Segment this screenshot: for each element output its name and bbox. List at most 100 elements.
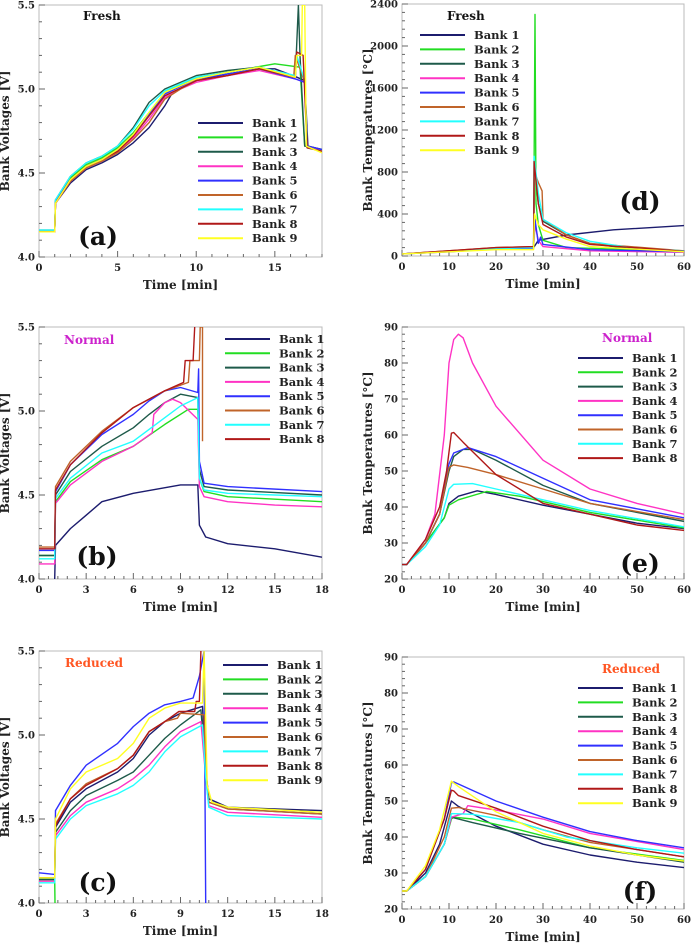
legend-label: Bank 6 bbox=[277, 730, 323, 744]
legend-label: Bank 6 bbox=[252, 188, 298, 202]
series-line-bank-1 bbox=[402, 800, 684, 892]
legend-label: Bank 1 bbox=[632, 351, 678, 365]
x-tick-label: 40 bbox=[583, 585, 597, 596]
panel-label: (e) bbox=[620, 549, 660, 578]
series-line-bank-7 bbox=[402, 155, 684, 255]
x-tick-label: 0 bbox=[399, 262, 406, 273]
condition-label: Fresh bbox=[447, 9, 485, 23]
x-tick-label: 20 bbox=[489, 915, 503, 926]
series-line-bank-1 bbox=[39, 68, 322, 233]
y-tick-label: 80 bbox=[384, 359, 398, 370]
legend-label: Bank 5 bbox=[252, 174, 298, 188]
y-tick-label: 5.0 bbox=[18, 407, 35, 418]
legend-label: Bank 8 bbox=[632, 782, 678, 796]
legend-label: Bank 2 bbox=[632, 695, 678, 709]
x-tick-label: 60 bbox=[677, 915, 691, 926]
series-line-bank-6 bbox=[402, 464, 684, 566]
condition-label: Normal bbox=[602, 331, 653, 345]
y-axis-label: Bank Voltages [V] bbox=[0, 717, 12, 838]
x-axis-label: Time [min] bbox=[143, 600, 218, 614]
legend-label: Bank 6 bbox=[632, 423, 678, 437]
legend-label: Bank 4 bbox=[632, 394, 678, 408]
x-tick-label: 30 bbox=[536, 262, 550, 273]
panel-label: (f) bbox=[623, 877, 657, 906]
x-axis-label: Time [min] bbox=[143, 278, 218, 292]
y-tick-label: 90 bbox=[384, 323, 398, 334]
series-group bbox=[39, 327, 322, 579]
legend-label: Bank 5 bbox=[632, 739, 678, 753]
x-tick-label: 12 bbox=[221, 909, 235, 920]
y-tick-label: 2400 bbox=[370, 0, 398, 11]
series-group bbox=[402, 333, 684, 566]
y-tick-label: 5.5 bbox=[18, 1, 35, 12]
chart-panel-d: 0 10 20 30 40 50 60 0 400 800 1200 1600 2000 2400 Time… bbox=[361, 0, 691, 291]
y-tick-label: 60 bbox=[384, 761, 398, 772]
legend-label: Bank 1 bbox=[277, 658, 323, 672]
x-axis-label: Time [min] bbox=[505, 930, 580, 944]
legend-label: Bank 3 bbox=[632, 380, 678, 394]
legend-label: Bank 9 bbox=[474, 143, 520, 157]
series-line-bank-6 bbox=[39, 327, 204, 548]
condition-label: Reduced bbox=[65, 656, 124, 670]
x-tick-label: 9 bbox=[177, 909, 184, 920]
x-tick-label: 10 bbox=[442, 585, 456, 596]
x-tick-label: 10 bbox=[189, 263, 203, 274]
y-tick-label: 30 bbox=[384, 869, 398, 880]
legend-label: Bank 4 bbox=[252, 159, 298, 173]
y-tick-label: 5.5 bbox=[18, 323, 35, 334]
panel-label: (b) bbox=[76, 542, 117, 571]
y-tick-label: 4.0 bbox=[18, 575, 35, 586]
x-tick-label: 15 bbox=[268, 263, 282, 274]
series-group bbox=[402, 780, 684, 892]
legend-label: Bank 1 bbox=[632, 681, 678, 695]
legend-label: Bank 1 bbox=[279, 332, 325, 346]
y-tick-label: 0 bbox=[391, 252, 398, 263]
x-tick-label: 60 bbox=[677, 585, 691, 596]
y-tick-label: 2000 bbox=[370, 42, 398, 53]
y-tick-label: 800 bbox=[377, 168, 398, 179]
legend-label: Bank 4 bbox=[279, 375, 325, 389]
y-tick-label: 80 bbox=[384, 689, 398, 700]
series-group bbox=[39, 5, 322, 233]
y-tick-label: 4.5 bbox=[18, 169, 35, 180]
y-tick-label: 70 bbox=[384, 395, 398, 406]
x-tick-label: 0 bbox=[36, 909, 43, 920]
x-axis-label: Time [min] bbox=[505, 277, 580, 291]
series-line-bank-7 bbox=[39, 724, 322, 884]
y-tick-label: 50 bbox=[384, 467, 398, 478]
series-line-bank-3 bbox=[39, 393, 322, 557]
chart-panel-c: 0 3 6 9 12 15 18 4.0 4.5 5.0 5.5 Time [min] Bank Vol… bbox=[0, 647, 329, 939]
series-line-bank-8 bbox=[39, 327, 196, 550]
y-tick-label: 60 bbox=[384, 431, 398, 442]
x-tick-label: 18 bbox=[315, 909, 329, 920]
legend-label: Bank 6 bbox=[632, 753, 678, 767]
y-axis-label: Bank Temperatures [°C] bbox=[361, 48, 375, 211]
y-tick-label: 1600 bbox=[370, 84, 398, 95]
x-tick-label: 30 bbox=[536, 585, 550, 596]
x-tick-label: 50 bbox=[630, 915, 644, 926]
legend-label: Bank 2 bbox=[279, 346, 325, 360]
legend-label: Bank 9 bbox=[277, 773, 323, 787]
legend-label: Bank 1 bbox=[474, 28, 520, 42]
series-line-bank-7 bbox=[39, 54, 322, 231]
legend-label: Bank 3 bbox=[632, 710, 678, 724]
x-tick-label: 15 bbox=[268, 909, 282, 920]
x-tick-label: 15 bbox=[268, 585, 282, 596]
x-tick-label: 0 bbox=[399, 585, 406, 596]
series-line-bank-4 bbox=[39, 398, 322, 565]
series-line-bank-5 bbox=[39, 651, 207, 903]
chart-panel-f: 0 10 20 30 40 50 60 20 30 40 50 60 70 80 90 Time [min] B… bbox=[361, 653, 691, 945]
legend-label: Bank 7 bbox=[632, 767, 678, 781]
x-tick-label: 3 bbox=[83, 909, 90, 920]
condition-label: Normal bbox=[64, 333, 115, 347]
x-tick-label: 30 bbox=[536, 915, 550, 926]
legend-label: Bank 7 bbox=[279, 418, 325, 432]
y-axis-label: Bank Voltages [V] bbox=[0, 71, 12, 192]
x-tick-label: 0 bbox=[399, 915, 406, 926]
legend-label: Bank 8 bbox=[474, 129, 520, 143]
